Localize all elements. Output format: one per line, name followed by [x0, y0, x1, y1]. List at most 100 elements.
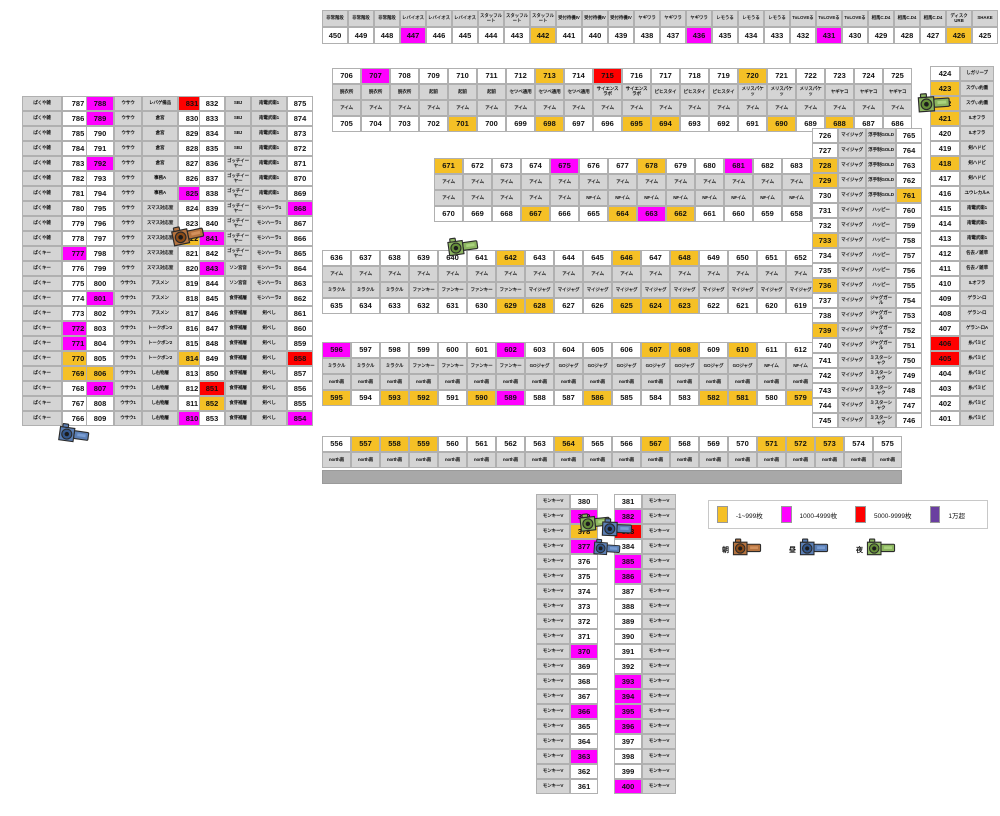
block_636-top-cell[interactable]: 649	[699, 250, 728, 266]
block_671-top-cell[interactable]: 677	[608, 158, 637, 174]
bottom-right-cell[interactable]: 385	[614, 554, 642, 569]
block_636-bottom-cell[interactable]: 623	[670, 298, 699, 314]
block_596-top-cell[interactable]: 596	[322, 342, 351, 358]
left_788-left-cell[interactable]: 806	[86, 366, 114, 381]
bottom-left-cell[interactable]: 374	[570, 584, 598, 599]
left_832-right-cell[interactable]: 869	[287, 186, 313, 201]
block_706-bottom-cell[interactable]: 700	[477, 116, 506, 132]
top-row-cell[interactable]: 436	[686, 27, 712, 44]
left_832-right-cell[interactable]: 855	[287, 396, 313, 411]
block_671-bottom-cell[interactable]: 660	[724, 206, 753, 222]
block_706-top-cell[interactable]: 725	[883, 68, 912, 84]
right_726-left-cell[interactable]: 731	[812, 203, 838, 218]
left_832-right-cell[interactable]: 859	[287, 336, 313, 351]
left_832-left-cell[interactable]: 835	[199, 141, 225, 156]
top-row-cell[interactable]: 433	[764, 27, 790, 44]
right_726-left-cell[interactable]: 744	[812, 398, 838, 413]
right_726-right-cell[interactable]: 751	[896, 338, 922, 353]
right-424-cell[interactable]: 411	[930, 261, 960, 276]
right_726-right-cell[interactable]: 763	[896, 158, 922, 173]
top-row-cell[interactable]: 441	[556, 27, 582, 44]
left_788-left-cell[interactable]: 798	[86, 246, 114, 261]
left_788-left-cell[interactable]: 795	[86, 201, 114, 216]
left_832-left-cell[interactable]: 848	[199, 336, 225, 351]
right-424-cell[interactable]: 413	[930, 231, 960, 246]
block_671-top-cell[interactable]: 672	[463, 158, 492, 174]
right_726-right-cell[interactable]: 759	[896, 218, 922, 233]
right-424-cell[interactable]: 402	[930, 396, 960, 411]
block_671-top-cell[interactable]: 671	[434, 158, 463, 174]
block_636-bottom-cell[interactable]: 620	[757, 298, 786, 314]
camera-mid-green-1[interactable]	[445, 234, 482, 260]
bottom-left-cell[interactable]: 367	[570, 689, 598, 704]
left_832-left-cell[interactable]: 852	[199, 396, 225, 411]
bottom-right-cell[interactable]: 396	[614, 719, 642, 734]
block-556-cell[interactable]: 572	[786, 436, 815, 452]
bottom-left-cell[interactable]: 375	[570, 569, 598, 584]
right-424-cell[interactable]: 409	[930, 291, 960, 306]
bottom-right-cell[interactable]: 399	[614, 764, 642, 779]
block_706-bottom-cell[interactable]: 694	[651, 116, 680, 132]
block_671-bottom-cell[interactable]: 658	[782, 206, 811, 222]
right_726-left-cell[interactable]: 735	[812, 263, 838, 278]
block_596-bottom-cell[interactable]: 579	[786, 390, 815, 406]
left_832-left-cell[interactable]: 841	[199, 231, 225, 246]
left_788-left-cell[interactable]: 805	[86, 351, 114, 366]
right_726-right-cell[interactable]: 749	[896, 368, 922, 383]
block-556-cell[interactable]: 573	[815, 436, 844, 452]
right-424-cell[interactable]: 406	[930, 336, 960, 351]
top-row-cell[interactable]: 444	[478, 27, 504, 44]
block_636-top-cell[interactable]: 648	[670, 250, 699, 266]
block_671-bottom-cell[interactable]: 659	[753, 206, 782, 222]
right_726-left-cell[interactable]: 743	[812, 383, 838, 398]
block_671-top-cell[interactable]: 682	[753, 158, 782, 174]
block_671-top-cell[interactable]: 678	[637, 158, 666, 174]
right-424-cell[interactable]: 423	[930, 81, 960, 96]
block_596-top-cell[interactable]: 598	[380, 342, 409, 358]
block_596-top-cell[interactable]: 608	[670, 342, 699, 358]
right_726-right-cell[interactable]: 746	[896, 413, 922, 428]
block_671-top-cell[interactable]: 675	[550, 158, 579, 174]
bottom-left-cell[interactable]: 366	[570, 704, 598, 719]
block_706-top-cell[interactable]: 708	[390, 68, 419, 84]
block_636-top-cell[interactable]: 652	[786, 250, 815, 266]
block_671-bottom-cell[interactable]: 665	[579, 206, 608, 222]
left_832-left-cell[interactable]: 836	[199, 156, 225, 171]
top-row-cell[interactable]: 426	[946, 27, 972, 44]
right_726-left-cell[interactable]: 728	[812, 158, 838, 173]
right_726-right-cell[interactable]: 756	[896, 263, 922, 278]
block_596-bottom-cell[interactable]: 592	[409, 390, 438, 406]
right_726-left-cell[interactable]: 739	[812, 323, 838, 338]
top-row-cell[interactable]: 447	[400, 27, 426, 44]
bottom-left-cell[interactable]: 364	[570, 734, 598, 749]
block_671-top-cell[interactable]: 673	[492, 158, 521, 174]
left_832-left-cell[interactable]: 843	[199, 261, 225, 276]
left_832-right-cell[interactable]: 854	[287, 411, 313, 426]
left_832-left-cell[interactable]: 833	[199, 111, 225, 126]
left_832-right-cell[interactable]: 871	[287, 156, 313, 171]
top-row-cell[interactable]: 442	[530, 27, 556, 44]
left_832-left-cell[interactable]: 838	[199, 186, 225, 201]
bottom-left-cell[interactable]: 361	[570, 779, 598, 794]
bottom-right-cell[interactable]: 387	[614, 584, 642, 599]
block_706-bottom-cell[interactable]: 692	[709, 116, 738, 132]
right_726-left-cell[interactable]: 727	[812, 143, 838, 158]
block-556-cell[interactable]: 558	[380, 436, 409, 452]
left_832-left-cell[interactable]: 845	[199, 291, 225, 306]
right_726-left-cell[interactable]: 729	[812, 173, 838, 188]
block_706-top-cell[interactable]: 722	[796, 68, 825, 84]
block_596-top-cell[interactable]: 597	[351, 342, 380, 358]
block_636-bottom-cell[interactable]: 622	[699, 298, 728, 314]
left_788-left-cell[interactable]: 800	[86, 276, 114, 291]
bottom-right-cell[interactable]: 381	[614, 494, 642, 509]
block_671-bottom-cell[interactable]: 661	[695, 206, 724, 222]
block_596-bottom-cell[interactable]: 586	[583, 390, 612, 406]
block_706-top-cell[interactable]: 714	[564, 68, 593, 84]
block_596-bottom-cell[interactable]: 594	[351, 390, 380, 406]
right-424-cell[interactable]: 403	[930, 381, 960, 396]
left_788-left-cell[interactable]: 804	[86, 336, 114, 351]
camera-bot-blue-1[interactable]	[600, 517, 635, 539]
right_726-left-cell[interactable]: 736	[812, 278, 838, 293]
block-556-cell[interactable]: 571	[757, 436, 786, 452]
top-row-cell[interactable]: 428	[894, 27, 920, 44]
